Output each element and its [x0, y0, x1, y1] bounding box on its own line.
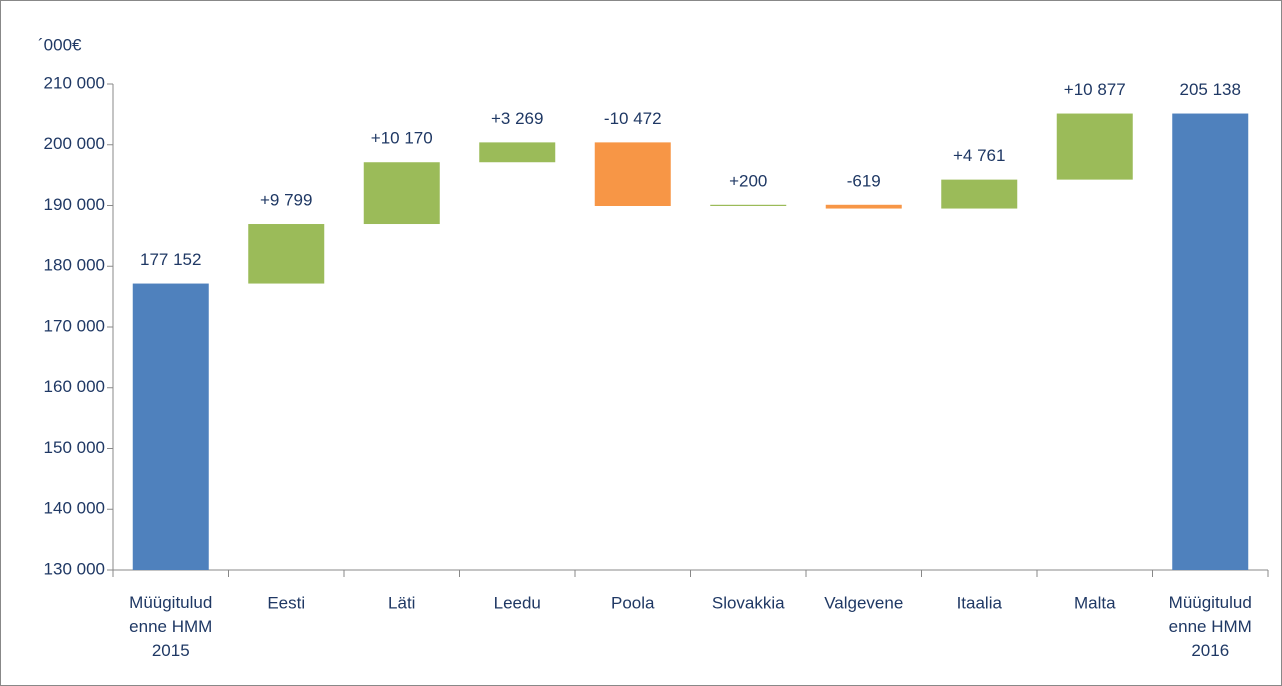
x-tick-label: Malta [1074, 593, 1116, 612]
bar [825, 204, 902, 209]
bar [1172, 113, 1249, 570]
x-tick-label: Itaalia [957, 593, 1003, 612]
y-unit-label: ´000€ [38, 35, 82, 54]
value-label: +9 799 [260, 191, 312, 210]
y-tick-label: 160 000 [44, 377, 105, 396]
value-label: 205 138 [1180, 80, 1241, 99]
x-tick-label: Müügitulud enne HMM 2016 [1169, 593, 1252, 660]
y-tick-label: 190 000 [44, 195, 105, 214]
value-label: +10 877 [1064, 80, 1126, 99]
value-label: 177 152 [140, 250, 201, 269]
x-tick-label: Poola [611, 593, 655, 612]
y-tick-label: 150 000 [44, 438, 105, 457]
y-tick-label: 180 000 [44, 256, 105, 275]
x-tick-label: Läti [388, 593, 415, 612]
x-tick-label: Müügitulud enne HMM 2015 [129, 593, 212, 660]
bar [479, 142, 556, 163]
bar [594, 142, 671, 206]
value-label: -619 [847, 171, 881, 190]
value-label: -10 472 [604, 109, 662, 128]
value-label: +4 761 [953, 146, 1005, 165]
y-tick-label: 200 000 [44, 134, 105, 153]
value-label: +10 170 [371, 129, 433, 148]
bar [1056, 113, 1133, 180]
x-tick-label: Eesti [267, 593, 305, 612]
value-label: +3 269 [491, 109, 543, 128]
bar [248, 224, 325, 284]
x-tick-label: Leedu [494, 593, 541, 612]
x-tick-label: Slovakkia [712, 593, 785, 612]
value-label: +200 [729, 171, 767, 190]
x-tick-label: Valgevene [824, 593, 903, 612]
y-tick-label: 140 000 [44, 499, 105, 518]
y-tick-label: 210 000 [44, 73, 105, 92]
y-tick-label: 130 000 [44, 559, 105, 578]
y-tick-label: 170 000 [44, 316, 105, 335]
bar [363, 162, 440, 225]
bar [941, 179, 1018, 209]
bar [132, 283, 209, 570]
bar [710, 204, 787, 206]
